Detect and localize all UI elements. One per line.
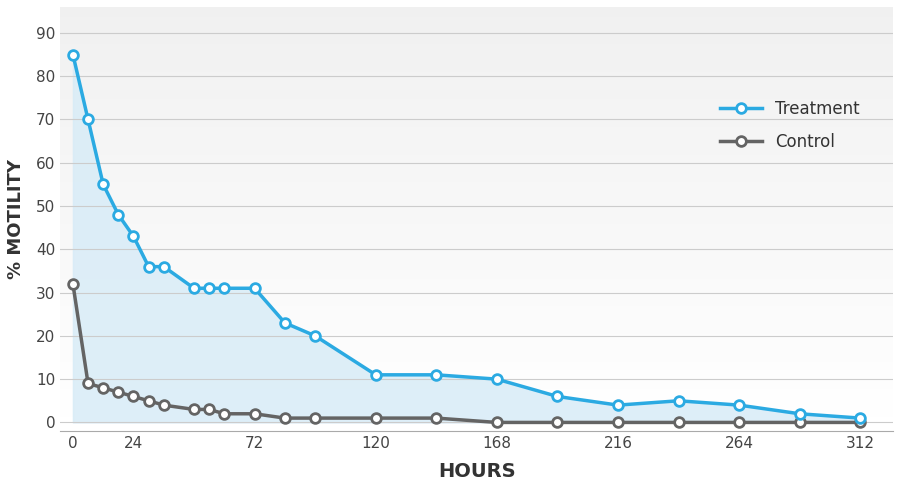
Control — [491, 420, 502, 426]
Control — [370, 415, 381, 421]
Treatment — [83, 117, 94, 122]
Control — [203, 407, 214, 412]
Control — [431, 415, 442, 421]
Control — [280, 415, 291, 421]
Control — [68, 281, 78, 287]
Control — [219, 411, 230, 417]
Control — [552, 420, 562, 426]
Control — [310, 415, 320, 421]
Control — [158, 402, 169, 408]
Treatment — [189, 285, 200, 291]
Treatment — [280, 320, 291, 326]
Control — [189, 407, 200, 412]
Treatment — [491, 376, 502, 382]
Control — [613, 420, 624, 426]
Treatment — [68, 52, 78, 58]
Y-axis label: % MOTILITY: % MOTILITY — [7, 159, 25, 279]
Treatment — [795, 411, 806, 417]
Control — [249, 411, 260, 417]
Treatment — [143, 264, 154, 269]
X-axis label: HOURS: HOURS — [438, 462, 516, 481]
Legend: Treatment, Control: Treatment, Control — [720, 100, 859, 151]
Control — [734, 420, 744, 426]
Line: Treatment: Treatment — [68, 50, 865, 423]
Control — [83, 381, 94, 386]
Treatment — [203, 285, 214, 291]
Treatment — [219, 285, 230, 291]
Treatment — [613, 402, 624, 408]
Control — [795, 420, 806, 426]
Control — [128, 393, 139, 399]
Control — [112, 389, 123, 395]
Control — [98, 385, 109, 391]
Treatment — [370, 372, 381, 378]
Treatment — [128, 233, 139, 239]
Control — [143, 398, 154, 404]
Treatment — [431, 372, 442, 378]
Line: Control: Control — [68, 279, 865, 427]
Treatment — [855, 415, 866, 421]
Treatment — [249, 285, 260, 291]
Treatment — [734, 402, 744, 408]
Treatment — [158, 264, 169, 269]
Treatment — [310, 333, 320, 339]
Treatment — [552, 393, 562, 399]
Treatment — [673, 398, 684, 404]
Control — [673, 420, 684, 426]
Treatment — [112, 212, 123, 218]
Control — [855, 420, 866, 426]
Treatment — [98, 182, 109, 187]
